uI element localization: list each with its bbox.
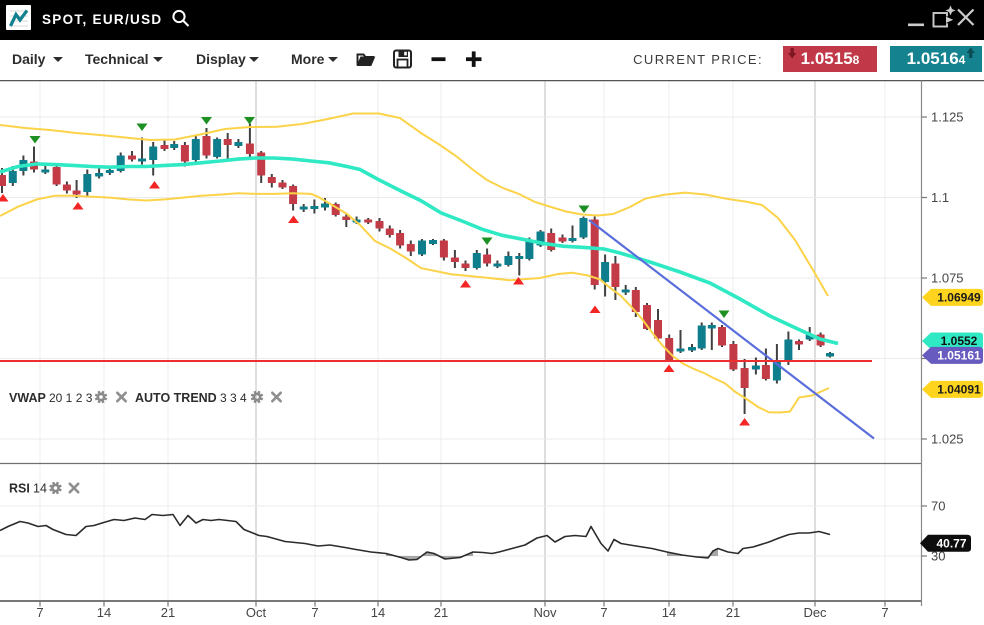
svg-text:1.05161: 1.05161: [937, 349, 981, 363]
svg-text:Oct: Oct: [246, 605, 267, 620]
svg-text:1.04091: 1.04091: [937, 383, 981, 397]
svg-text:1.125: 1.125: [931, 110, 964, 125]
svg-text:70: 70: [931, 499, 945, 514]
svg-text:14: 14: [33, 482, 47, 496]
svg-text:Nov: Nov: [533, 605, 557, 620]
svg-text:3 3 4: 3 3 4: [220, 391, 247, 405]
svg-text:7: 7: [311, 605, 318, 620]
svg-text:30: 30: [931, 549, 945, 564]
svg-text:1.1: 1.1: [931, 190, 949, 205]
svg-text:AUTO TREND: AUTO TREND: [135, 391, 217, 405]
svg-text:1.06949: 1.06949: [937, 291, 981, 305]
svg-text:1.075: 1.075: [931, 271, 964, 286]
svg-text:RSI: RSI: [9, 482, 30, 496]
svg-text:7: 7: [600, 605, 607, 620]
svg-text:40.77: 40.77: [936, 537, 966, 551]
svg-text:7: 7: [36, 605, 43, 620]
svg-text:21: 21: [434, 605, 448, 620]
svg-text:14: 14: [97, 605, 111, 620]
svg-text:14: 14: [662, 605, 676, 620]
svg-text:14: 14: [371, 605, 385, 620]
svg-text:7: 7: [881, 605, 888, 620]
svg-text:VWAP: VWAP: [9, 391, 46, 405]
svg-text:Dec: Dec: [803, 605, 827, 620]
svg-text:20 1 2 3: 20 1 2 3: [49, 391, 93, 405]
svg-text:21: 21: [161, 605, 175, 620]
svg-text:1.0552: 1.0552: [941, 334, 978, 348]
svg-text:21: 21: [726, 605, 740, 620]
svg-text:1.025: 1.025: [931, 432, 964, 447]
